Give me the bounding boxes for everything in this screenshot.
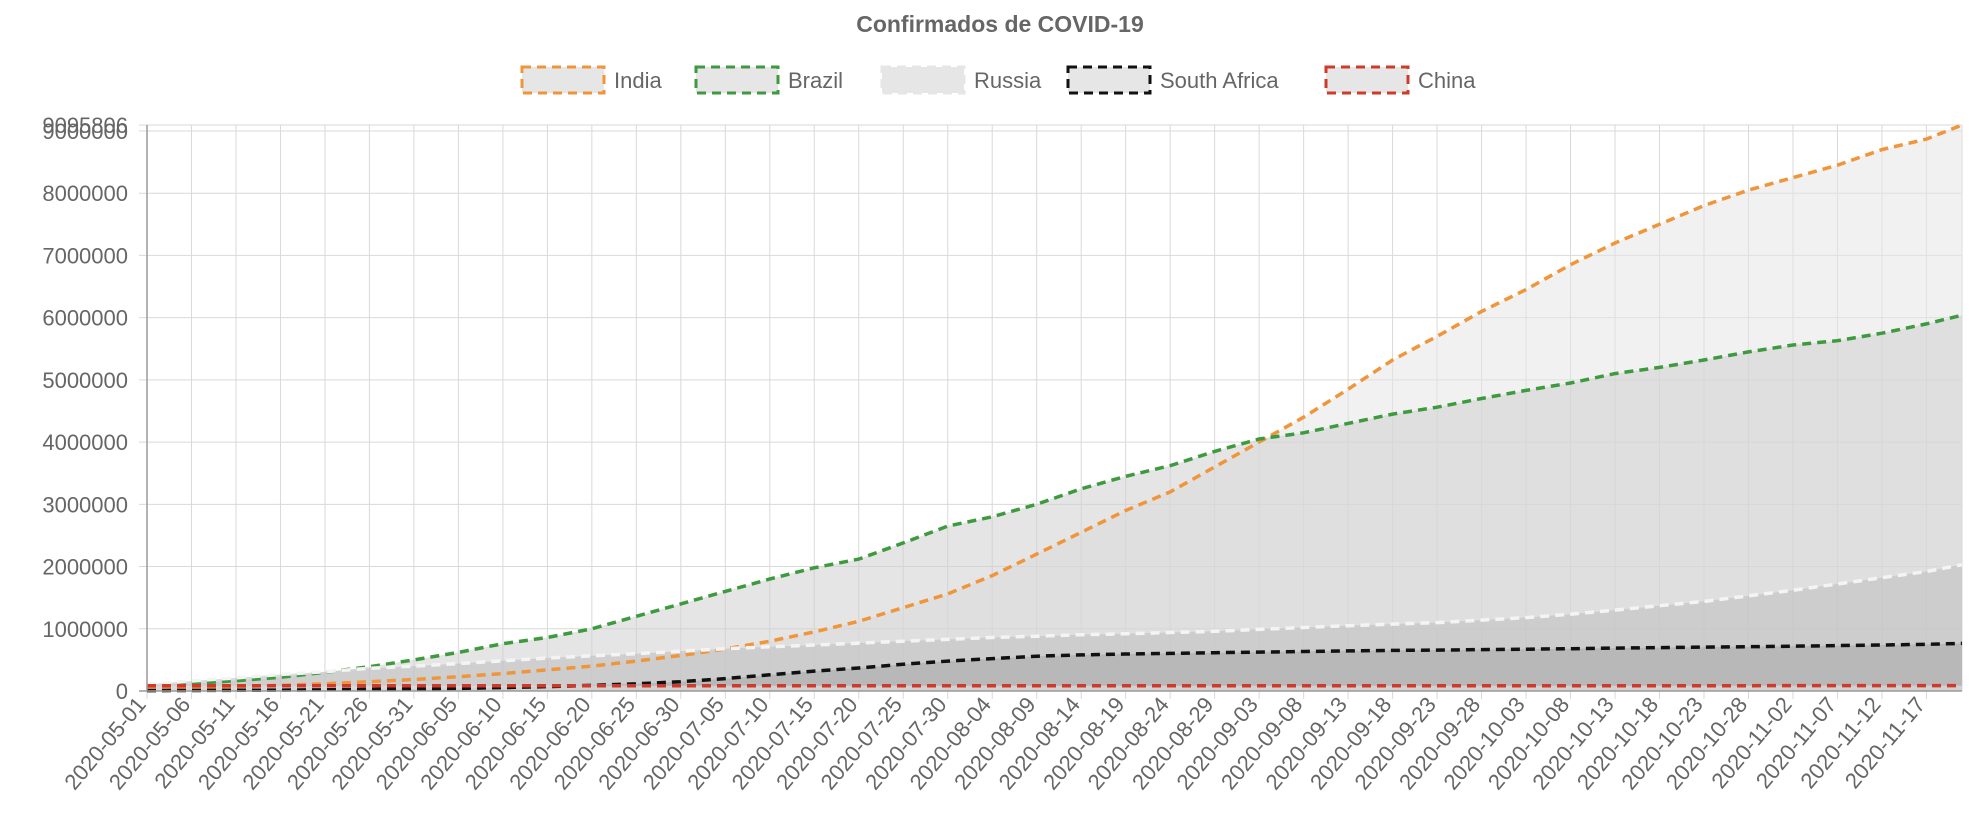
legend-label-india: India [614,68,662,93]
y-tick-label: 3000000 [42,492,128,517]
legend-item-china[interactable]: China [1324,65,1476,95]
legend-swatch-russia [880,65,966,95]
y-tick-label: 0 [116,679,128,704]
legend-label-brazil: Brazil [788,68,843,93]
series-line-brazil[interactable] [146,313,1963,688]
series-area-south-africa [147,643,1962,691]
y-tick-label: 1000000 [42,617,128,642]
legend-label-russia: Russia [974,68,1042,93]
series-line-russia[interactable] [146,562,1963,687]
y-tick-label: 6000000 [42,306,128,331]
legend-label-south-africa: South Africa [1160,68,1279,93]
legend-label-china: China [1418,68,1476,93]
y-tick-label: 4000000 [42,430,128,455]
legend-item-india[interactable]: India [520,65,662,95]
series-areas [147,125,1962,691]
y-tick-label: 9095806 [42,113,128,138]
y-tick-label: 5000000 [42,368,128,393]
legend-swatch-china [1324,65,1410,95]
legend-item-russia[interactable]: Russia [880,65,1042,95]
y-tick-label: 2000000 [42,555,128,580]
series-line-south-africa[interactable] [146,641,1963,693]
legend-item-south-africa[interactable]: South Africa [1066,65,1279,95]
y-tick-label: 8000000 [42,181,128,206]
chart-title: Confirmados de COVID-19 [856,11,1144,37]
series-line-india[interactable] [146,123,1963,691]
series-area-brazil [147,315,1962,691]
legend-swatch-south-africa [1066,65,1152,95]
legend-swatch-brazil [694,65,780,95]
series-lines [146,123,1963,693]
y-tick-label: 9000000 [42,119,128,144]
legend-item-brazil[interactable]: Brazil [694,65,843,95]
legend-swatch-india [520,65,606,95]
y-tick-label: 7000000 [42,243,128,268]
y-axis-ticks: 0 1000000 2000000 3000000 4000000 5000000 6000… [42,113,128,704]
chart-legend[interactable]: India Brazil Russia South Africa China [520,65,1476,95]
chart-axes [139,125,1962,692]
x-axis-ticks: 2020-05-012020-05-062020-05-112020-05-16… [59,692,1930,794]
